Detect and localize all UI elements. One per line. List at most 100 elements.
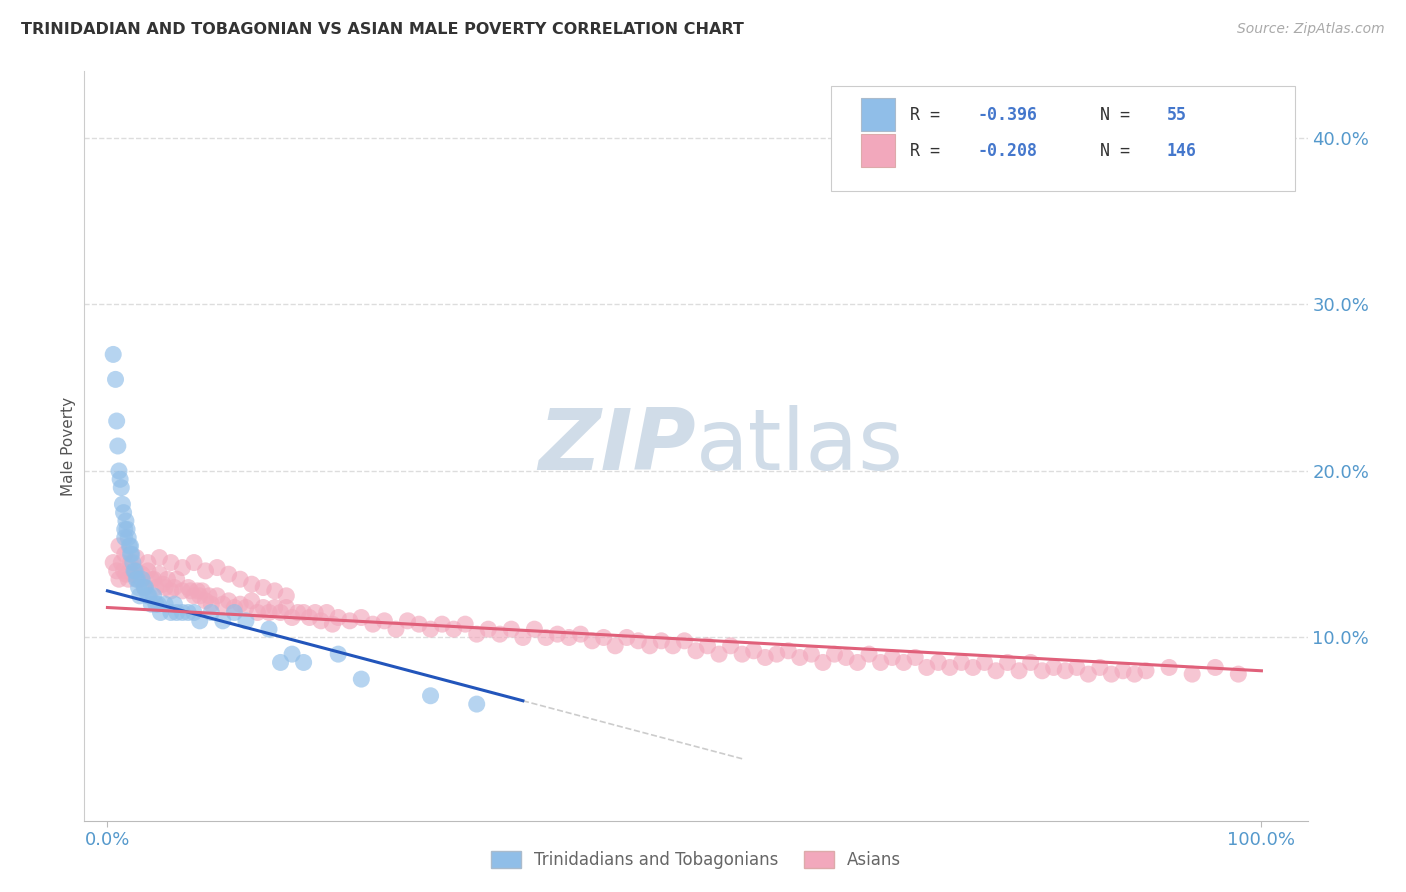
Point — [229, 597, 252, 611]
Point — [558, 631, 581, 645]
Point — [240, 577, 263, 591]
Point — [148, 550, 170, 565]
Point — [707, 647, 730, 661]
Point — [108, 572, 131, 586]
Point — [950, 656, 973, 670]
Point — [939, 660, 962, 674]
Point — [122, 564, 145, 578]
Point — [1042, 660, 1064, 674]
Point — [128, 589, 150, 603]
Point — [177, 581, 200, 595]
Point — [105, 564, 128, 578]
Point — [152, 577, 174, 591]
Point — [172, 583, 194, 598]
Point — [218, 567, 240, 582]
Point — [547, 627, 569, 641]
Point — [142, 572, 165, 586]
Point — [110, 481, 132, 495]
Point — [136, 556, 159, 570]
Point — [125, 550, 148, 565]
Point — [128, 581, 150, 595]
Point — [488, 627, 510, 641]
Point — [477, 622, 499, 636]
Point — [180, 583, 202, 598]
Point — [153, 581, 176, 595]
Point — [627, 633, 650, 648]
Point — [754, 650, 776, 665]
Point — [927, 656, 949, 670]
Point — [835, 650, 858, 665]
Point — [205, 589, 228, 603]
Point — [198, 589, 221, 603]
Point — [292, 606, 315, 620]
Point — [103, 347, 125, 361]
Point — [115, 567, 138, 582]
Text: -0.208: -0.208 — [977, 142, 1038, 160]
Point — [454, 617, 477, 632]
Point — [263, 583, 285, 598]
Point — [512, 631, 534, 645]
Point — [720, 639, 742, 653]
Text: N =: N = — [1099, 106, 1140, 124]
Point — [114, 547, 136, 561]
Point — [638, 639, 661, 653]
Point — [1077, 667, 1099, 681]
Point — [569, 627, 592, 641]
Point — [141, 572, 163, 586]
Point — [581, 633, 603, 648]
Point — [419, 689, 441, 703]
Point — [177, 606, 200, 620]
Point — [396, 614, 419, 628]
Point — [443, 622, 465, 636]
Point — [127, 572, 149, 586]
Point — [183, 556, 205, 570]
Point — [811, 656, 834, 670]
Point — [148, 567, 170, 582]
Text: atlas: atlas — [696, 404, 904, 488]
Point — [858, 647, 880, 661]
Point — [1181, 667, 1204, 681]
Point — [408, 617, 430, 632]
Text: Source: ZipAtlas.com: Source: ZipAtlas.com — [1237, 22, 1385, 37]
Text: 146: 146 — [1167, 142, 1197, 160]
Point — [869, 656, 891, 670]
Point — [172, 560, 194, 574]
Point — [616, 631, 638, 645]
Point — [224, 606, 246, 620]
Point — [205, 560, 228, 574]
Point — [731, 647, 754, 661]
Point — [103, 556, 125, 570]
Point — [534, 631, 557, 645]
Point — [136, 589, 159, 603]
Point — [997, 656, 1019, 670]
Point — [281, 647, 304, 661]
Point — [1099, 667, 1122, 681]
Point — [309, 614, 332, 628]
Point — [465, 627, 488, 641]
Point — [128, 572, 150, 586]
Point — [800, 647, 823, 661]
Point — [328, 610, 350, 624]
Point — [134, 581, 156, 595]
Text: -0.396: -0.396 — [977, 106, 1038, 124]
Point — [111, 497, 134, 511]
FancyBboxPatch shape — [831, 87, 1295, 191]
Point — [257, 606, 280, 620]
Point — [117, 572, 139, 586]
Point — [186, 583, 208, 598]
Point — [287, 606, 309, 620]
Point — [742, 644, 765, 658]
Point — [120, 556, 142, 570]
Point — [145, 597, 167, 611]
Point — [218, 594, 240, 608]
Point — [160, 606, 183, 620]
Point — [430, 617, 453, 632]
Point — [685, 644, 707, 658]
Point — [904, 650, 927, 665]
Point — [191, 583, 214, 598]
Point — [501, 622, 523, 636]
Point — [315, 606, 337, 620]
Point — [1135, 664, 1157, 678]
Point — [188, 614, 211, 628]
Point — [696, 639, 718, 653]
